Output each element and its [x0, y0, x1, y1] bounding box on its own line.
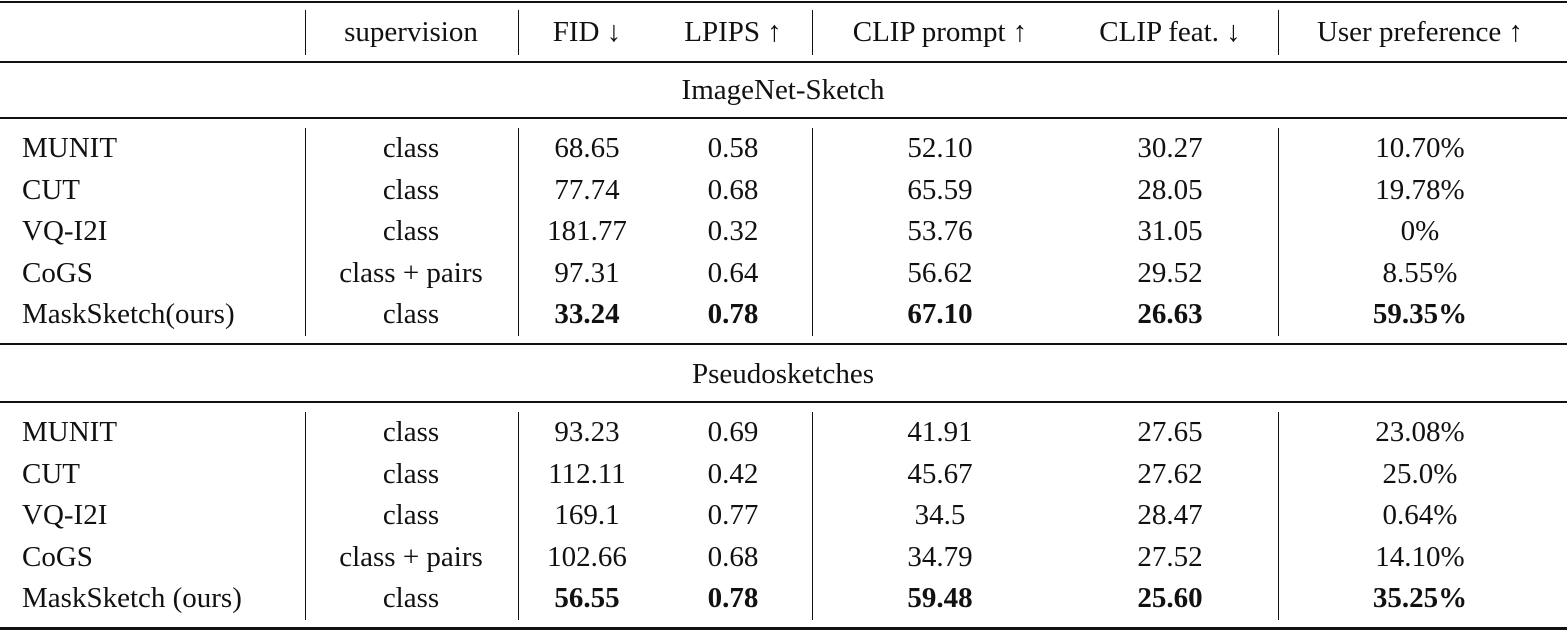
- rule: [0, 627, 1567, 630]
- row-label: MUNIT: [22, 416, 118, 448]
- cell: 25.60: [1137, 582, 1203, 615]
- cell: 10.70%: [1375, 132, 1465, 164]
- cell: class: [382, 132, 440, 164]
- column-separator: [1278, 10, 1280, 55]
- row-label: CUT: [22, 173, 80, 206]
- cell: class: [382, 298, 440, 331]
- column-separator: [812, 128, 814, 336]
- cell: class: [382, 215, 440, 248]
- column-separator: [305, 412, 307, 620]
- cell: 0.69: [707, 416, 759, 448]
- row-label: MUNIT: [22, 132, 118, 164]
- header-cell: LPIPS ↑: [684, 16, 782, 48]
- cell: class: [382, 499, 440, 532]
- cell: 0.64%: [1382, 499, 1458, 532]
- cell: 56.62: [907, 256, 973, 289]
- cell: class: [382, 457, 440, 490]
- header-cell: FID ↓: [552, 16, 622, 48]
- rule: [0, 343, 1567, 345]
- cell: 31.05: [1137, 215, 1203, 248]
- cell: 0.68: [707, 540, 759, 573]
- cell: 52.10: [907, 132, 973, 164]
- cell: 27.52: [1137, 540, 1203, 573]
- cell: 97.31: [554, 256, 620, 289]
- cell: 34.79: [907, 540, 973, 573]
- row-label: MaskSketch(ours): [22, 298, 235, 331]
- cell: 59.35%: [1372, 298, 1468, 331]
- cell: 8.55%: [1382, 256, 1458, 289]
- column-separator: [812, 412, 814, 620]
- cell: 0.32: [707, 215, 759, 248]
- cell: 53.76: [907, 215, 973, 248]
- cell: 68.65: [554, 132, 620, 164]
- cell: 0.42: [707, 457, 759, 490]
- cell: 45.67: [907, 457, 973, 490]
- cell: 59.48: [907, 582, 973, 615]
- header-cell: User preference ↑: [1316, 16, 1524, 48]
- cell: 35.25%: [1372, 582, 1468, 615]
- column-separator: [812, 10, 814, 55]
- cell: 169.1: [554, 499, 620, 532]
- rule: [0, 401, 1567, 403]
- column-separator: [1278, 412, 1280, 620]
- cell: 28.47: [1137, 499, 1203, 532]
- cell: 181.77: [547, 215, 627, 248]
- section-title: Pseudosketches: [691, 358, 875, 390]
- cell: 25.0%: [1382, 457, 1458, 490]
- cell: 102.66: [547, 540, 627, 573]
- cell: 41.91: [907, 416, 973, 448]
- row-label: CUT: [22, 457, 80, 490]
- cell: class + pairs: [339, 256, 483, 289]
- cell: 33.24: [554, 298, 620, 331]
- cell: 56.55: [554, 582, 620, 615]
- cell: 27.62: [1137, 457, 1203, 490]
- cell: 0.58: [707, 132, 759, 164]
- row-label: MaskSketch (ours): [22, 582, 242, 615]
- header-cell: supervision: [344, 16, 478, 48]
- cell: class: [382, 582, 440, 615]
- cell: 93.23: [554, 416, 620, 448]
- row-label: CoGS: [22, 540, 93, 573]
- cell: 0.78: [707, 298, 759, 331]
- cell: class + pairs: [339, 540, 483, 573]
- cell: 112.11: [548, 457, 626, 490]
- rule: [0, 61, 1567, 63]
- cell: 19.78%: [1375, 173, 1465, 206]
- cell: 67.10: [907, 298, 973, 331]
- row-label: VQ-I2I: [22, 499, 108, 532]
- cell: 26.63: [1137, 298, 1203, 331]
- column-separator: [1278, 128, 1280, 336]
- cell: 28.05: [1137, 173, 1203, 206]
- header-cell: CLIP prompt ↑: [852, 16, 1028, 48]
- column-separator: [518, 412, 520, 620]
- cell: 29.52: [1137, 256, 1203, 289]
- cell: 0.77: [707, 499, 759, 532]
- cell: 77.74: [554, 173, 620, 206]
- rule: [0, 117, 1567, 119]
- cell: 0.68: [707, 173, 759, 206]
- row-label: VQ-I2I: [22, 215, 108, 248]
- cell: 0.64: [707, 256, 759, 289]
- cell: class: [382, 416, 440, 448]
- cell: class: [382, 173, 440, 206]
- column-separator: [305, 128, 307, 336]
- cell: 27.65: [1137, 416, 1203, 448]
- rule: [0, 1, 1567, 4]
- cell: 23.08%: [1375, 416, 1465, 448]
- cell: 30.27: [1137, 132, 1203, 164]
- column-separator: [518, 10, 520, 55]
- cell: 0%: [1400, 215, 1440, 248]
- section-title: ImageNet-Sketch: [681, 74, 885, 106]
- column-separator: [518, 128, 520, 336]
- row-label: CoGS: [22, 256, 93, 289]
- cell: 65.59: [907, 173, 973, 206]
- cell: 34.5: [914, 499, 966, 532]
- column-separator: [305, 10, 307, 55]
- cell: 14.10%: [1375, 540, 1465, 573]
- cell: 0.78: [707, 582, 759, 615]
- header-cell: CLIP feat. ↓: [1099, 16, 1241, 48]
